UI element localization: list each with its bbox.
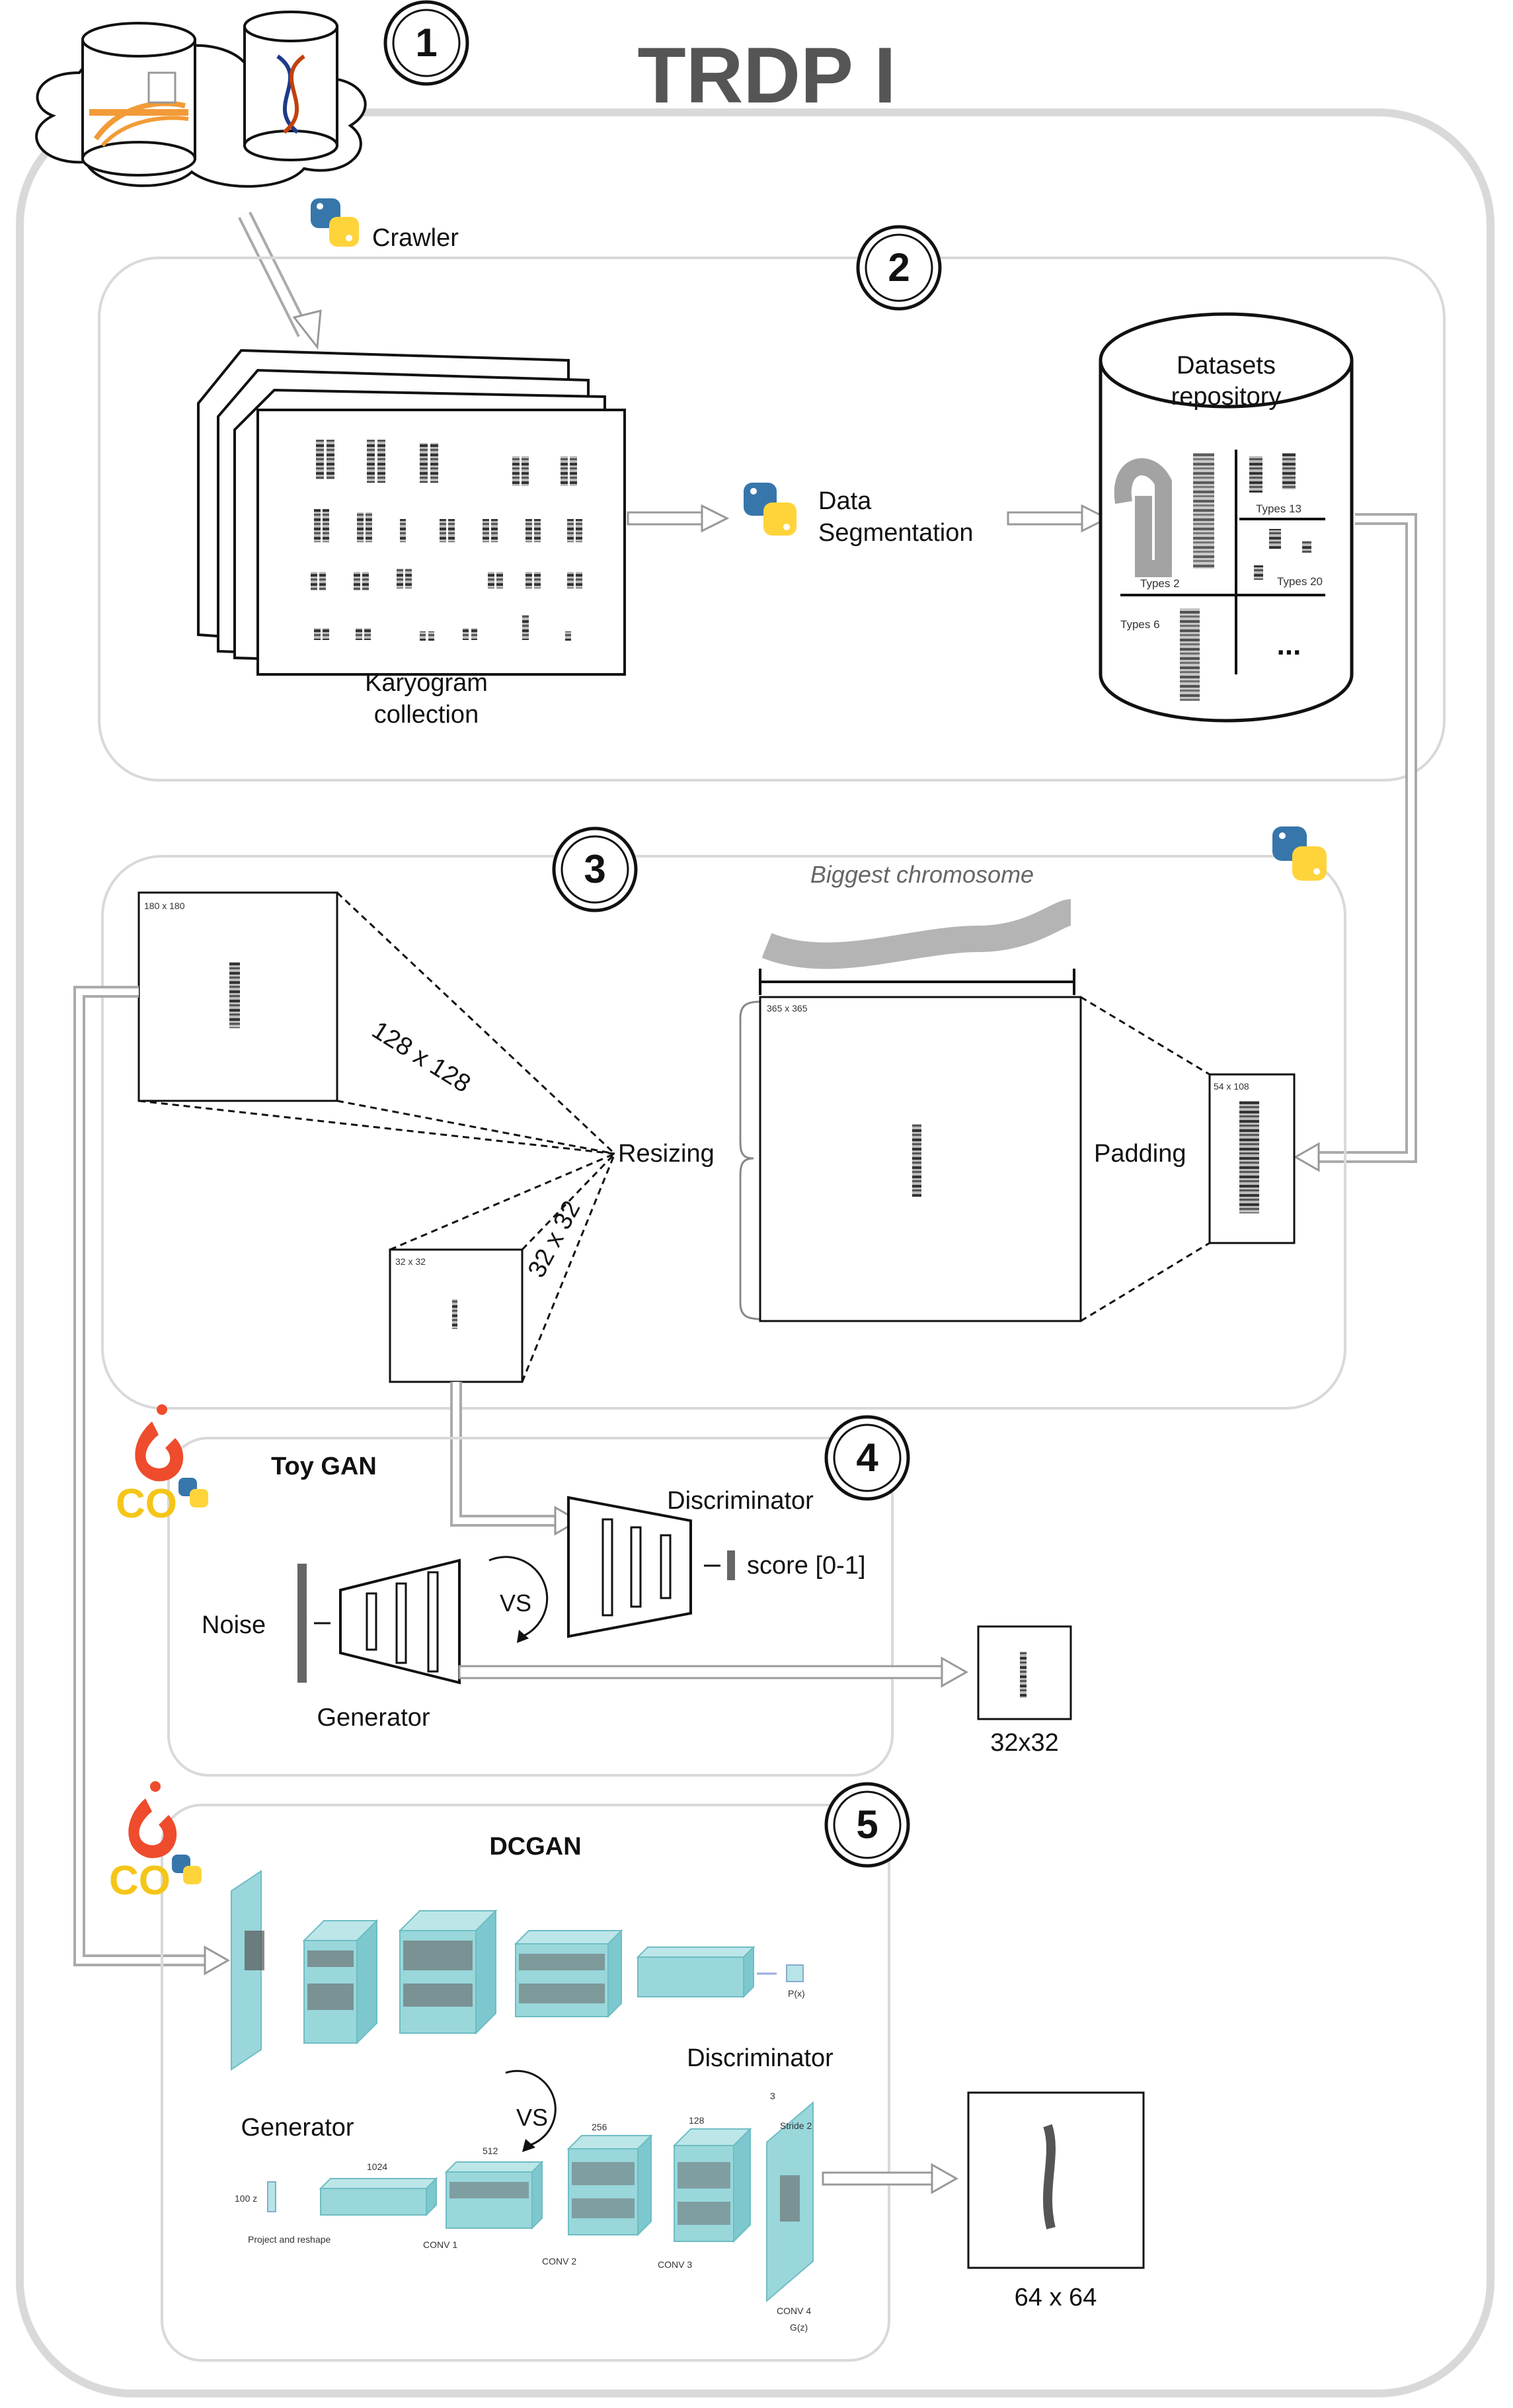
- toy-discriminator-label: Discriminator: [667, 1487, 814, 1515]
- resize-to-toygan-arrow: [450, 1382, 562, 1527]
- step-number-4: 4: [856, 1435, 878, 1480]
- dcgan-title: DCGAN: [489, 1833, 581, 1861]
- size-54x108-label: 54 x 108: [1214, 1081, 1249, 1092]
- step-number-1: 1: [415, 20, 437, 65]
- database-icon-2: [243, 11, 338, 161]
- python-logo-icon: [1272, 826, 1327, 881]
- dcgan-generator-network: 100 z Project and reshape 1024 512 CONV …: [235, 2091, 814, 2333]
- gen-dim-128: 128: [689, 2115, 705, 2126]
- gz-label: G(z): [790, 2322, 808, 2333]
- dcgan-output-image: [967, 2091, 1145, 2269]
- toy-vs-cycle-icon: [488, 1556, 549, 1643]
- step-badge-1: 1: [383, 0, 469, 86]
- chromosome-54x108: [1239, 1101, 1259, 1213]
- chromosome-365: [912, 1124, 921, 1197]
- crawler-arrow-head: [292, 309, 322, 350]
- diagram-title: TRDP I: [637, 31, 896, 120]
- gen-layer-conv3: CONV 3: [658, 2259, 692, 2270]
- karyogram-stack: [197, 348, 626, 676]
- noise-label: Noise: [202, 1611, 266, 1639]
- size-32-label: 32 x 32: [395, 1256, 426, 1267]
- pytorch-colab-icon: CO: [116, 1404, 208, 1527]
- datasets-repository: [1099, 312, 1354, 723]
- step-badge-3: 3: [552, 826, 638, 912]
- gen-dim-256: 256: [592, 2122, 607, 2132]
- step-badge-4: 4: [824, 1415, 910, 1501]
- step4-frame: [167, 1437, 894, 1777]
- svg-text:CO: CO: [116, 1481, 177, 1527]
- types-ellipsis: ...: [1277, 629, 1301, 661]
- step-number-5: 5: [856, 1802, 878, 1847]
- padding-projection-lines: [1080, 996, 1210, 1322]
- step2-frame: [98, 257, 1446, 782]
- step-badge-5: 5: [824, 1782, 910, 1868]
- gen-dim-1024: 1024: [367, 2161, 387, 2172]
- karyogram-label-2: collection: [374, 701, 479, 729]
- dcgan-output-label: 64 x 64: [1015, 2284, 1097, 2311]
- size-365-label: 365 x 365: [767, 1003, 808, 1014]
- karyogram-label-1: Karyogram: [365, 669, 488, 697]
- dcgan-px-label: P(x): [788, 1988, 805, 1999]
- dcgan-vs-cycle-icon: [505, 2069, 557, 2152]
- segmentation-label-1: Data: [818, 487, 872, 515]
- gen-layer-conv4: CONV 4: [777, 2306, 811, 2316]
- step-number-3: 3: [584, 847, 605, 891]
- type-label-6: Types 6: [1120, 618, 1160, 631]
- dcgan-discriminator-network: P(x): [231, 1870, 805, 2071]
- toy-output-label: 32x32: [990, 1729, 1059, 1757]
- python-logo-icon: [744, 483, 796, 536]
- step-badge-2: 2: [856, 225, 942, 311]
- z-label: 100 z: [235, 2193, 257, 2204]
- repository-label-2: repository: [1171, 383, 1282, 411]
- biggest-chromosome-image: [761, 899, 1073, 969]
- toy-output-arrow: [458, 1656, 969, 1688]
- crawler-label: Crawler: [372, 224, 459, 252]
- step-number-2: 2: [888, 245, 910, 290]
- outer-frame: [16, 108, 1494, 2397]
- repository-label-1: Datasets: [1177, 352, 1276, 380]
- padding-label: Padding: [1094, 1140, 1186, 1168]
- size-180-label: 180 x 180: [144, 901, 185, 911]
- score-bar: [727, 1550, 735, 1580]
- stride-label: Stride 2: [780, 2120, 812, 2131]
- dcgan-output-arrow: [822, 2163, 959, 2194]
- toy-discriminator-shape: [567, 1496, 692, 1638]
- segmentation-label-2: Segmentation: [818, 519, 974, 547]
- score-label: score [0-1]: [747, 1552, 866, 1580]
- gen-layer-conv2: CONV 2: [542, 2256, 576, 2267]
- toy-gan-title: Toy GAN: [271, 1453, 377, 1480]
- gen-layer-conv1: CONV 1: [423, 2239, 457, 2250]
- python-logo-icon: [311, 198, 359, 247]
- toy-vs-label: VS: [500, 1589, 531, 1617]
- toy-output-image: [977, 1625, 1072, 1720]
- resizing-label: Resizing: [618, 1140, 715, 1168]
- dcgan-generator-label: Generator: [241, 2114, 354, 2142]
- svg-text:CO: CO: [109, 1858, 171, 1904]
- source-databases: [35, 11, 367, 188]
- arrow-to-repository: [1007, 504, 1110, 533]
- type-label-2: Types 2: [1140, 577, 1180, 590]
- biggest-chromosome-label: Biggest chromosome: [810, 861, 1034, 888]
- project-reshape-label: Project and reshape: [248, 2234, 331, 2245]
- gen-dim-512: 512: [483, 2146, 498, 2156]
- database-icon-1: [81, 22, 196, 177]
- chromosome-32: [452, 1299, 457, 1329]
- dcgan-discriminator-label: Discriminator: [687, 2044, 834, 2072]
- dim-128-label: 128 x 128: [367, 1016, 475, 1098]
- arrow-to-segmentation: [627, 504, 730, 533]
- type-label-20: Types 20: [1277, 575, 1323, 588]
- chromosome-180: [229, 962, 240, 1028]
- step5-frame: [161, 1804, 890, 2362]
- dcgan-vs-label: VS: [516, 2104, 548, 2131]
- type-label-13: Types 13: [1256, 502, 1301, 515]
- noise-bar: [297, 1564, 307, 1683]
- resizing-projection-lines: [138, 891, 616, 1383]
- pytorch-colab-icon: CO: [109, 1781, 202, 1904]
- gen-dim-3: 3: [770, 2091, 775, 2101]
- toy-generator-label: Generator: [317, 1704, 430, 1732]
- step3-frame: [101, 855, 1346, 1410]
